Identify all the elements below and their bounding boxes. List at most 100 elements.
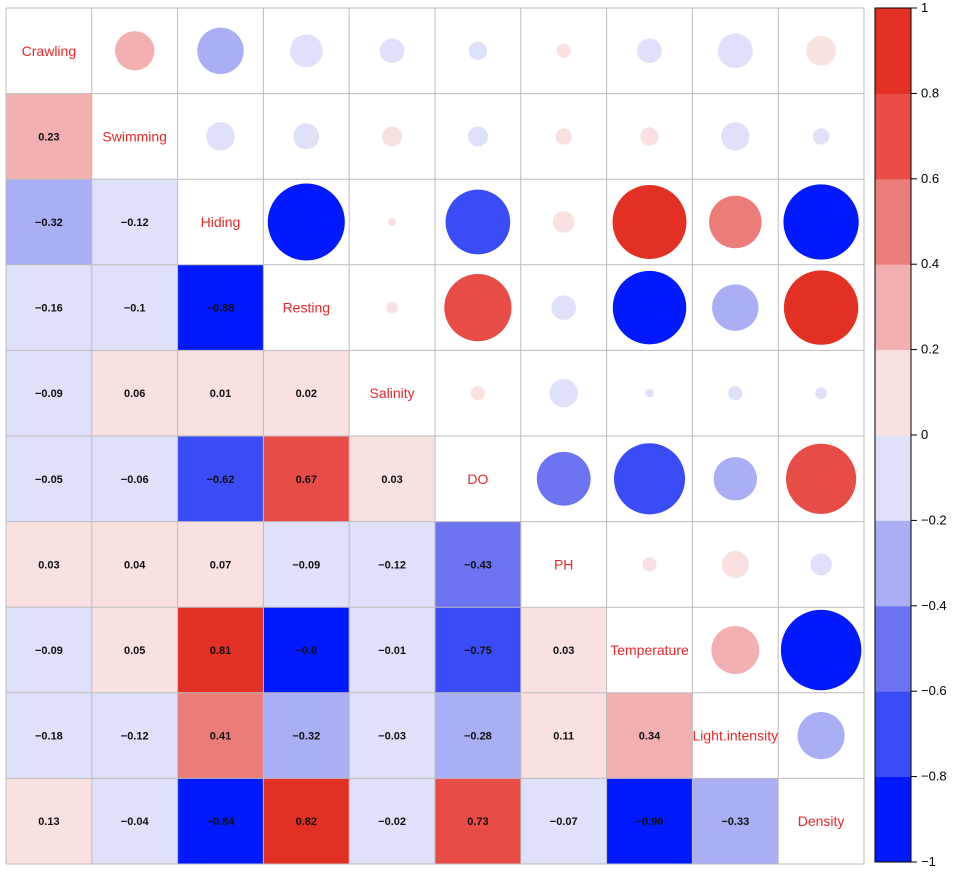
cell-PH-Swimming: [91, 521, 178, 608]
value-label: 0.67: [296, 474, 317, 486]
variable-label: Light.intensity: [692, 728, 778, 744]
cell-DO-Hiding: [177, 436, 264, 522]
corr-circle-Resting-Density: [783, 270, 859, 345]
value-label: 0.81: [210, 645, 231, 657]
corr-circle-PH-Density: [810, 553, 832, 576]
cell-PH-Crawling: [6, 521, 92, 608]
cell-Light.intensity-Crawling: [6, 692, 92, 779]
corr-circle-Resting-PH: [551, 295, 577, 320]
corr-circle-Temperature-Density: [780, 609, 862, 691]
value-label: −0.16: [35, 303, 63, 315]
cell-PH-Hiding: [177, 521, 264, 608]
value-label: −0.12: [121, 731, 149, 743]
cell-DO-Resting: [263, 436, 350, 522]
variable-label: PH: [554, 556, 573, 572]
cell-Temperature-Hiding: [177, 607, 264, 693]
cell-bg-PH-PH: [520, 521, 607, 608]
value-label: −0.96: [636, 816, 664, 828]
cell-bg-Resting-Resting: [263, 264, 350, 351]
color-legend: 1 0.8 0.6 0.4 0.2 0 −0.2 −0.4 −0.6 −0.8 −1: [874, 0, 947, 869]
corr-circle-Light.intensity-Density: [797, 712, 845, 760]
cell-bg-Crawling-Crawling: [6, 8, 92, 94]
corr-circle-Swimming-Light.intensity: [721, 122, 750, 151]
value-label: 0.05: [124, 645, 145, 657]
cell-Temperature-PH: [520, 607, 607, 693]
corr-circle-Hiding-Light.intensity: [709, 195, 762, 249]
legend-tick-label: 1: [921, 0, 928, 15]
cell-Salinity-Swimming: [91, 350, 178, 436]
legend-swatch: [875, 264, 911, 351]
legend-swatch: [875, 93, 911, 180]
corr-circle-Salinity-PH: [549, 378, 578, 408]
value-label: 0.13: [38, 816, 59, 828]
corr-circle-Hiding-Resting: [267, 183, 345, 261]
cell-Light.intensity-Salinity: [349, 692, 435, 779]
value-label: 0.03: [553, 645, 574, 657]
value-label: 0.03: [38, 559, 59, 571]
corr-circle-Crawling-Temperature: [637, 38, 662, 64]
cell-bg-DO-DO: [435, 436, 521, 522]
cell-Salinity-Crawling: [6, 350, 92, 436]
value-label: −0.84: [207, 816, 236, 828]
corr-circle-Crawling-Resting: [289, 34, 323, 68]
legend-swatch: [875, 605, 911, 692]
corr-circle-Resting-Salinity: [386, 301, 398, 314]
cell-PH-Resting: [263, 521, 350, 608]
corr-circle-Swimming-PH: [555, 128, 572, 145]
value-label: −0.04: [121, 816, 150, 828]
value-label: −0.06: [121, 474, 149, 486]
corr-circle-PH-Light.intensity: [721, 550, 749, 579]
value-label: 0.01: [210, 388, 231, 400]
cell-Temperature-Swimming: [91, 607, 178, 693]
cell-Temperature-Resting: [263, 607, 350, 693]
legend-swatch: [875, 8, 911, 94]
value-label: −0.28: [464, 731, 492, 743]
cell-Density-Salinity: [349, 778, 435, 864]
cell-Density-DO: [435, 778, 521, 864]
cell-Salinity-Resting: [263, 350, 350, 436]
cell-PH-Salinity: [349, 521, 435, 608]
legend-tick-label: −0.2: [921, 512, 947, 527]
value-label: −0.09: [292, 559, 320, 571]
corr-circle-Crawling-Light.intensity: [717, 33, 753, 69]
variable-label: Temperature: [610, 642, 689, 658]
cell-Hiding-Crawling: [6, 179, 92, 265]
legend-tick-label: −0.4: [921, 598, 947, 613]
cell-Resting-Swimming: [91, 264, 178, 351]
value-label: −0.32: [292, 731, 320, 743]
corr-circle-Crawling-Density: [806, 35, 836, 66]
value-label: 0.03: [381, 474, 402, 486]
cell-Density-Temperature: [606, 778, 693, 864]
legend-tick-label: 0.2: [921, 342, 939, 357]
legend-swatch: [875, 776, 911, 863]
value-label: −0.05: [35, 474, 63, 486]
cell-Temperature-Salinity: [349, 607, 435, 693]
variable-label: Crawling: [22, 43, 76, 59]
cell-DO-Salinity: [349, 436, 435, 522]
value-label: 0.06: [124, 388, 145, 400]
cell-DO-Swimming: [91, 436, 178, 522]
corr-circle-Swimming-Hiding: [206, 122, 235, 151]
value-label: −0.75: [464, 645, 492, 657]
value-label: 0.07: [210, 559, 231, 571]
value-label: −0.03: [378, 731, 406, 743]
cell-Density-PH: [520, 778, 607, 864]
corr-circle-Hiding-Temperature: [612, 185, 687, 259]
value-label: 0.04: [124, 559, 146, 571]
corr-circle-Crawling-PH: [556, 43, 571, 58]
cell-bg-Swimming-Swimming: [91, 93, 178, 180]
cell-Light.intensity-DO: [435, 692, 521, 779]
cell-DO-Crawling: [6, 436, 92, 522]
corr-circle-PH-Temperature: [642, 557, 657, 572]
value-label: 0.23: [38, 131, 59, 143]
cell-bg-Hiding-Hiding: [177, 179, 264, 265]
corr-circle-Resting-DO: [444, 273, 512, 342]
value-label: 0.34: [639, 731, 661, 743]
variable-label: Salinity: [370, 385, 415, 401]
value-label: −0.43: [464, 559, 492, 571]
legend-tick-label: −0.6: [921, 683, 947, 698]
corr-circle-DO-Density: [786, 443, 857, 514]
corr-circle-DO-Light.intensity: [713, 457, 758, 501]
legend-tick-label: 0.4: [921, 256, 939, 271]
cell-Light.intensity-Hiding: [177, 692, 264, 779]
